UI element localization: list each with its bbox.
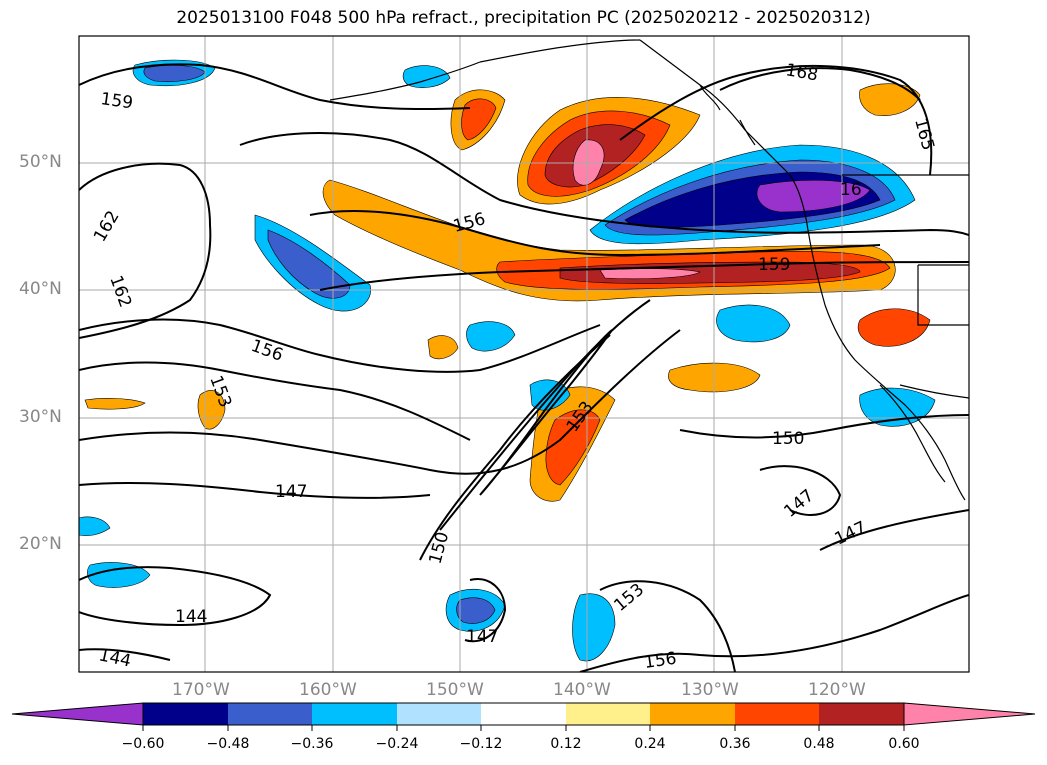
lon-label: 140°W (553, 680, 611, 700)
coastline-aleutians (329, 61, 481, 101)
map-plot-area: 159 162 162 156 153 147 144 144 156 159 … (79, 36, 969, 673)
colorbar-bin (650, 703, 735, 725)
shade-blue-midpacific (466, 321, 516, 352)
lat-label: 50°N (19, 152, 62, 172)
colorbar-extend-low (11, 702, 144, 726)
lon-label: 150°W (426, 680, 484, 700)
colorbar-bin (481, 703, 566, 725)
colorbar-bin (819, 703, 904, 725)
colorbar-bin (566, 703, 650, 725)
shade-orange-alberta (859, 83, 921, 116)
contour-156-north (239, 132, 969, 236)
shade-blue-california (716, 304, 791, 343)
contour-165 (619, 64, 933, 176)
contour-153-south (599, 580, 736, 672)
contour-147 (79, 481, 431, 499)
contour-150-south (419, 334, 611, 561)
coastline-baja (879, 384, 946, 483)
colorbar-tick-label: 0.48 (803, 736, 835, 752)
colorbar-tick-label: −0.24 (375, 736, 419, 752)
precipitation-shading (79, 59, 936, 662)
map-frame (78, 35, 970, 673)
colorbar-bin (312, 703, 397, 725)
contour-trough-outer (439, 299, 651, 531)
colorbar (11, 702, 1036, 731)
contour-153 (79, 361, 471, 441)
contour-label: 147 (466, 627, 498, 647)
contour-147-east (759, 465, 842, 516)
coastlines (329, 39, 969, 501)
colorbar-tick-label: −0.12 (459, 736, 503, 752)
colorbar-outline (142, 702, 905, 726)
contour-label: 156 (643, 649, 678, 673)
contour-156-jet (309, 210, 881, 257)
border-states (917, 264, 969, 326)
colorbar-bin (397, 703, 481, 725)
contour-168 (719, 67, 921, 101)
contour-label: 159 (99, 89, 134, 113)
contour-156-west (79, 318, 601, 373)
shade-red-nw (461, 98, 497, 141)
shade-blue-arctic-coast (402, 65, 451, 88)
graticule (79, 36, 969, 672)
colorbar-extend-high (903, 702, 1036, 726)
contour-159-north (79, 63, 471, 111)
colorbar-bin (735, 703, 819, 725)
contour-162 (79, 162, 212, 339)
colorbar-tick-label: −0.48 (206, 736, 250, 752)
shade-red-california (857, 308, 931, 347)
colorbar-tick-label: −0.36 (290, 736, 334, 752)
shade-blue-south (572, 593, 616, 662)
coastline-alaska (639, 39, 966, 501)
coastline-gulf-islands (699, 84, 756, 146)
shade-medblue-nw (143, 65, 206, 82)
shade-blue-far-southwest (79, 516, 111, 537)
lat-label: 30°N (19, 407, 62, 427)
colorbar-tick-label: −0.60 (121, 736, 165, 752)
colorbar-tick-label: 0.36 (719, 736, 751, 752)
colorbar-tick-label: 0.12 (550, 736, 582, 752)
shade-medblue-westpacific (267, 229, 351, 299)
shade-medblue-hawaii (456, 597, 496, 624)
contour-150 (79, 329, 681, 475)
colorbar-bin (143, 703, 228, 725)
lon-label: 160°W (299, 680, 357, 700)
colorbar-tick-label: 0.24 (634, 736, 666, 752)
contour-label: 16 (840, 180, 862, 200)
shade-red-subtropical (545, 409, 601, 486)
contour-label: 159 (758, 255, 790, 275)
lon-label: 120°W (808, 680, 866, 700)
lon-label: 130°W (681, 680, 739, 700)
coastline-alaska-peninsula (479, 39, 641, 63)
contour-147-hawaii (464, 578, 507, 643)
contour-159-jet (319, 261, 969, 291)
contour-147-southeast (819, 509, 969, 551)
lat-label: 40°N (19, 279, 62, 299)
lon-label: 170°W (172, 680, 230, 700)
contour-144 (79, 566, 272, 627)
contour-144-south (79, 648, 171, 661)
contour-156-south (579, 594, 969, 672)
border-us-mexico (899, 384, 969, 399)
colorbar-bin (228, 703, 312, 725)
shade-orange-dateline (84, 398, 146, 410)
lat-label: 20°N (19, 534, 62, 554)
shade-orange-midpacific (427, 335, 459, 360)
contour-label: 144 (175, 607, 207, 627)
colorbar-tick-label: 0.60 (888, 736, 920, 752)
map-title: 2025013100 F048 500 hPa refract., precip… (176, 8, 871, 28)
contour-label: 150 (772, 429, 804, 449)
contour-label: 147 (275, 482, 307, 502)
contour-150-east (679, 414, 969, 439)
contours (79, 63, 969, 672)
